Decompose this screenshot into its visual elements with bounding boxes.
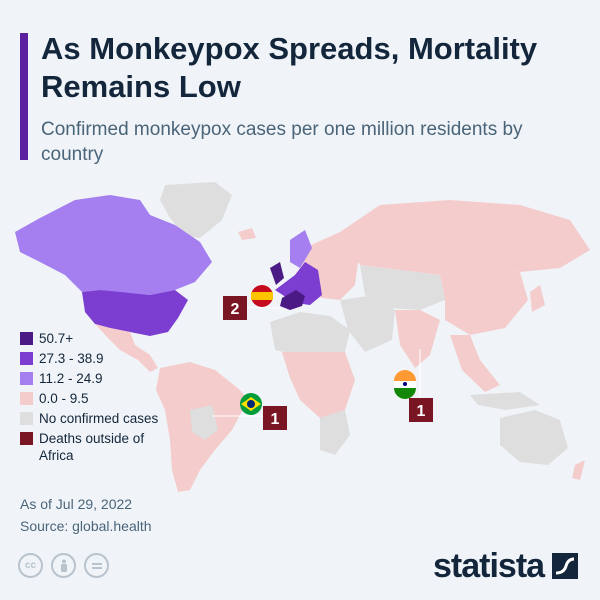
world-map: 2 1 1: [15, 182, 590, 492]
india-death-count: 1: [417, 403, 426, 420]
mexico: [95, 324, 158, 372]
scandinavia: [290, 230, 312, 268]
india-flag-icon: [394, 370, 416, 399]
title-accent-bar: [20, 33, 28, 160]
canada: [15, 195, 212, 295]
legend-label: Deaths outside of Africa: [39, 431, 145, 463]
page-title: As Monkeypox Spreads, Mortality Remains …: [41, 31, 538, 104]
legend-item: Deaths outside of Africa: [20, 430, 180, 464]
indonesia: [470, 392, 540, 410]
brazil-death-count: 1: [271, 411, 280, 428]
iceland: [238, 228, 256, 240]
spain-flag-icon: [251, 285, 273, 307]
north-africa: [270, 312, 350, 356]
brazil-flag-icon: [240, 393, 262, 415]
australia: [500, 410, 568, 465]
china: [440, 270, 528, 335]
attribution-icon[interactable]: [51, 553, 76, 578]
brazil-death-marker: [263, 406, 287, 430]
south-africa: [320, 410, 350, 455]
middle-east: [340, 295, 395, 352]
footer: As of Jul 29, 2022 Source: global.health: [20, 493, 152, 537]
legend-label: 0.0 - 9.5: [39, 391, 89, 406]
legend-item: 11.2 - 24.9: [20, 370, 180, 387]
western-europe-core: [280, 290, 305, 310]
legend-label: 11.2 - 24.9: [39, 371, 103, 386]
russia: [340, 200, 590, 275]
spain-death-marker: [223, 296, 247, 320]
legend-swatch: [20, 432, 33, 445]
source-note: Source: global.health: [20, 518, 152, 534]
new-zealand: [572, 460, 585, 480]
noderivs-icon[interactable]: [84, 553, 109, 578]
india-death-marker: [409, 398, 433, 422]
europe-west: [275, 262, 322, 305]
legend-swatch: [20, 352, 33, 365]
as-of-date: As of Jul 29, 2022: [20, 496, 133, 512]
statista-logo-text[interactable]: statista: [433, 547, 545, 585]
india: [395, 310, 440, 368]
legend-item: 27.3 - 38.9: [20, 350, 180, 367]
legend-item: 50.7+: [20, 330, 180, 347]
legend-label: 27.3 - 38.9: [39, 351, 104, 366]
legend-swatch: [20, 332, 33, 345]
spain-death-count: 2: [231, 301, 240, 318]
uk: [270, 262, 284, 285]
spain-leader-line: [245, 306, 281, 309]
license-icons: cc: [18, 553, 109, 578]
legend-swatch: [20, 372, 33, 385]
southeast-asia: [450, 335, 500, 392]
central-asia: [360, 265, 445, 310]
statista-logo-icon[interactable]: [552, 553, 578, 579]
legend-label: 50.7+: [39, 331, 74, 346]
page-subtitle: Confirmed monkeypox cases per one millio…: [41, 119, 523, 165]
central-africa: [282, 352, 355, 418]
legend: 50.7+ 27.3 - 38.9 11.2 - 24.9 0.0 - 9.5 …: [20, 330, 180, 467]
cc-icon[interactable]: cc: [18, 553, 43, 578]
bolivia-paraguay: [190, 405, 218, 440]
legend-swatch: [20, 392, 33, 405]
greenland: [160, 182, 232, 238]
legend-swatch: [20, 412, 33, 425]
legend-item: 0.0 - 9.5: [20, 390, 180, 407]
legend-label: No confirmed cases: [39, 411, 159, 426]
legend-item: No confirmed cases: [20, 410, 180, 427]
usa: [82, 290, 188, 336]
japan-korea: [530, 285, 545, 312]
